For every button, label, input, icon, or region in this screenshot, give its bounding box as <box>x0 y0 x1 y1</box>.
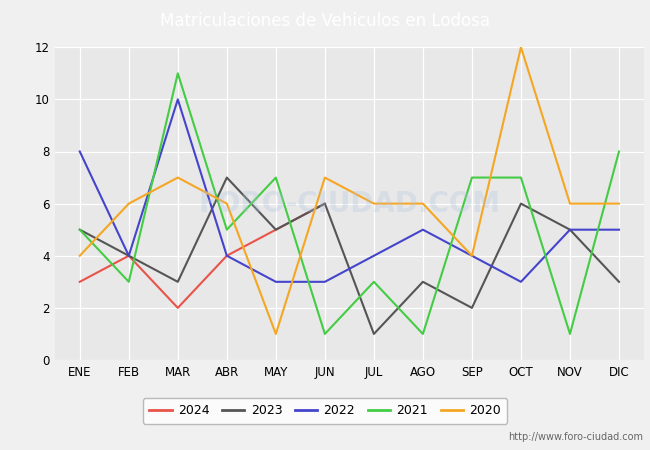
Text: FORO-CIUDAD.COM: FORO-CIUDAD.COM <box>198 189 500 218</box>
Text: Matriculaciones de Vehiculos en Lodosa: Matriculaciones de Vehiculos en Lodosa <box>160 12 490 31</box>
Text: http://www.foro-ciudad.com: http://www.foro-ciudad.com <box>508 432 644 442</box>
Legend: 2024, 2023, 2022, 2021, 2020: 2024, 2023, 2022, 2021, 2020 <box>143 398 507 423</box>
